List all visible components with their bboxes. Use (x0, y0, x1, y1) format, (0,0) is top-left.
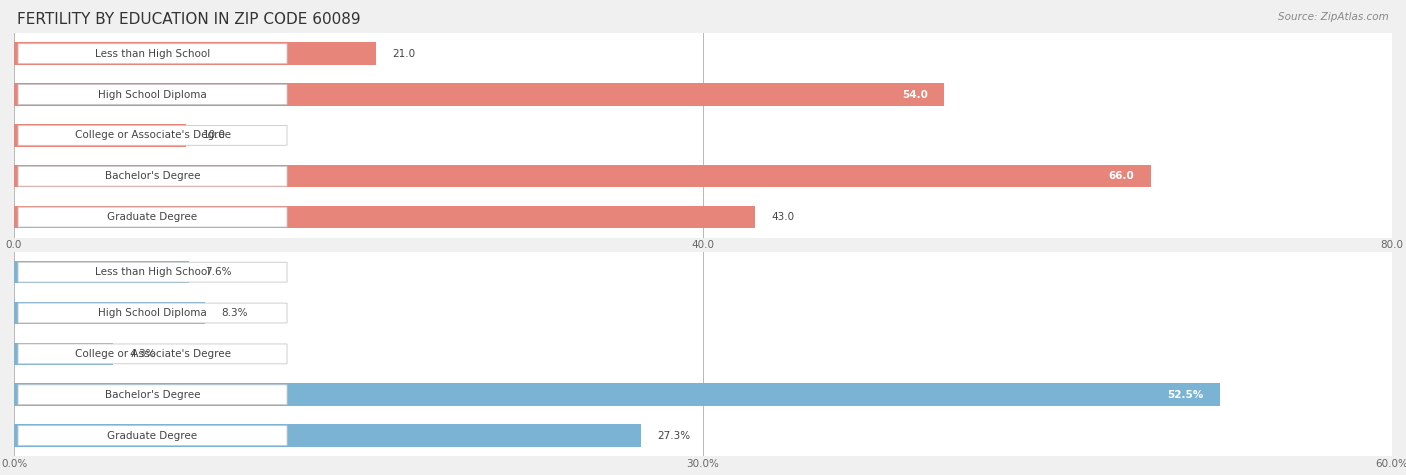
Bar (14, 252, 1392, 293)
Bar (14, 197, 1392, 238)
FancyBboxPatch shape (18, 385, 287, 405)
Text: College or Associate's Degree: College or Associate's Degree (75, 349, 231, 359)
Text: 43.0: 43.0 (772, 212, 794, 222)
Text: 21.0: 21.0 (392, 48, 415, 59)
Text: Less than High School: Less than High School (96, 48, 209, 59)
Bar (14, 261, 188, 284)
Text: 27.3%: 27.3% (658, 430, 690, 441)
Text: 7.6%: 7.6% (205, 267, 232, 277)
Bar (14, 383, 1220, 406)
Bar (14, 342, 112, 365)
Bar (14, 42, 375, 65)
FancyBboxPatch shape (18, 85, 287, 104)
Bar (14, 74, 1392, 115)
FancyBboxPatch shape (18, 125, 287, 145)
FancyBboxPatch shape (18, 426, 287, 446)
Bar (14, 424, 641, 447)
Bar (14, 115, 1392, 156)
Text: Graduate Degree: Graduate Degree (107, 212, 198, 222)
FancyBboxPatch shape (18, 44, 287, 64)
Text: High School Diploma: High School Diploma (98, 308, 207, 318)
Text: Less than High School: Less than High School (96, 267, 209, 277)
Text: Source: ZipAtlas.com: Source: ZipAtlas.com (1278, 12, 1389, 22)
FancyBboxPatch shape (18, 344, 287, 364)
Text: FERTILITY BY EDUCATION IN ZIP CODE 60089: FERTILITY BY EDUCATION IN ZIP CODE 60089 (17, 12, 360, 27)
Text: Bachelor's Degree: Bachelor's Degree (105, 390, 200, 400)
Bar (14, 165, 1152, 188)
Bar (14, 156, 1392, 197)
Text: 54.0: 54.0 (901, 89, 928, 100)
Text: College or Associate's Degree: College or Associate's Degree (75, 130, 231, 141)
Bar (14, 124, 186, 147)
Bar (14, 302, 205, 324)
Bar (14, 333, 1392, 374)
Bar (14, 293, 1392, 333)
Text: 66.0: 66.0 (1108, 171, 1135, 181)
Text: High School Diploma: High School Diploma (98, 89, 207, 100)
FancyBboxPatch shape (18, 166, 287, 186)
Text: Bachelor's Degree: Bachelor's Degree (105, 171, 200, 181)
Text: 4.3%: 4.3% (129, 349, 156, 359)
Bar (14, 33, 1392, 74)
FancyBboxPatch shape (18, 303, 287, 323)
FancyBboxPatch shape (18, 207, 287, 227)
Bar (14, 206, 755, 228)
Bar (14, 83, 945, 106)
Bar (14, 374, 1392, 415)
Text: 10.0: 10.0 (202, 130, 226, 141)
Text: 8.3%: 8.3% (221, 308, 247, 318)
Text: 52.5%: 52.5% (1167, 390, 1204, 400)
FancyBboxPatch shape (18, 262, 287, 282)
Text: Graduate Degree: Graduate Degree (107, 430, 198, 441)
Bar (14, 415, 1392, 456)
